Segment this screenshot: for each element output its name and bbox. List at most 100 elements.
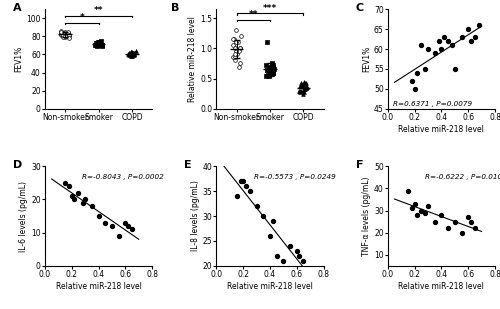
Point	[62, 34, 70, 39]
Point	[127, 52, 135, 57]
Point	[424, 47, 432, 52]
Text: E: E	[184, 160, 192, 170]
Point	[59, 31, 67, 36]
Point	[408, 206, 416, 211]
Point	[128, 51, 136, 56]
Point	[124, 223, 132, 228]
Y-axis label: IL-6 levels (pg/mL): IL-6 levels (pg/mL)	[20, 180, 28, 252]
Point	[272, 253, 280, 258]
Y-axis label: IL-8 levels (pg/mL): IL-8 levels (pg/mL)	[190, 180, 200, 252]
Point	[102, 220, 110, 225]
Text: R=-0.5573 , P=0.0249: R=-0.5573 , P=0.0249	[254, 174, 336, 180]
Point	[128, 53, 136, 58]
Y-axis label: Relative miR-218 level: Relative miR-218 level	[188, 16, 198, 102]
Point	[297, 83, 305, 88]
Point	[95, 39, 103, 44]
Point	[58, 32, 66, 37]
Point	[230, 37, 237, 42]
Point	[234, 40, 242, 45]
Point	[94, 42, 102, 47]
Point	[64, 33, 72, 38]
Point	[265, 68, 273, 73]
Point	[78, 200, 86, 205]
Point	[236, 179, 244, 184]
Point	[471, 226, 479, 231]
Point	[418, 43, 426, 48]
Point	[300, 87, 308, 92]
Y-axis label: FEV1%: FEV1%	[362, 46, 371, 72]
Point	[122, 220, 130, 225]
Point	[296, 88, 304, 93]
Point	[464, 215, 472, 220]
Point	[262, 63, 270, 68]
Point	[98, 44, 106, 49]
Point	[57, 29, 65, 34]
Point	[444, 39, 452, 44]
Point	[232, 28, 240, 33]
Point	[98, 42, 106, 47]
Point	[60, 30, 68, 35]
Point	[300, 85, 308, 90]
Point	[59, 35, 67, 40]
Point	[440, 35, 448, 40]
Point	[293, 248, 301, 253]
Point	[236, 46, 244, 51]
Point	[236, 46, 244, 51]
Point	[268, 66, 276, 71]
Point	[246, 189, 254, 194]
Point	[128, 227, 136, 232]
Point	[268, 61, 276, 66]
Point	[424, 204, 432, 209]
Point	[68, 194, 76, 199]
Point	[410, 201, 418, 206]
Point	[300, 89, 308, 94]
Point	[268, 70, 276, 75]
Point	[230, 37, 238, 42]
Point	[300, 79, 308, 84]
Point	[130, 50, 138, 55]
Point	[61, 33, 69, 38]
Point	[128, 49, 136, 54]
Point	[232, 49, 240, 54]
Point	[302, 86, 310, 91]
Text: R=-0.6222 , P=0.0101: R=-0.6222 , P=0.0101	[426, 174, 500, 180]
Point	[301, 87, 309, 92]
Point	[236, 49, 244, 54]
Point	[302, 83, 310, 88]
Point	[266, 67, 274, 72]
Point	[430, 51, 438, 56]
Point	[65, 184, 73, 189]
Point	[475, 23, 483, 28]
Point	[451, 219, 459, 224]
Point	[92, 43, 100, 48]
Point	[471, 35, 479, 40]
Point	[268, 68, 276, 73]
Point	[129, 50, 137, 55]
Point	[124, 53, 132, 58]
Point	[300, 258, 308, 263]
Point	[128, 49, 136, 54]
Point	[231, 55, 239, 60]
Point	[94, 41, 102, 46]
Point	[236, 34, 244, 39]
Text: ***: ***	[263, 4, 277, 13]
Point	[128, 54, 136, 59]
Point	[231, 46, 239, 51]
Point	[467, 39, 475, 44]
Point	[58, 32, 66, 37]
Point	[62, 35, 70, 40]
Point	[228, 55, 236, 60]
X-axis label: Relative miR-218 level: Relative miR-218 level	[227, 282, 313, 291]
Text: R=-0.8043 , P=0.0002: R=-0.8043 , P=0.0002	[82, 174, 164, 180]
Text: F: F	[356, 160, 363, 170]
Point	[297, 81, 305, 86]
Point	[58, 31, 66, 36]
Point	[66, 34, 74, 39]
Point	[268, 70, 276, 75]
Point	[263, 67, 271, 72]
Point	[94, 39, 102, 44]
Point	[438, 213, 446, 218]
Point	[61, 180, 69, 185]
Point	[231, 52, 239, 57]
Point	[438, 47, 446, 52]
